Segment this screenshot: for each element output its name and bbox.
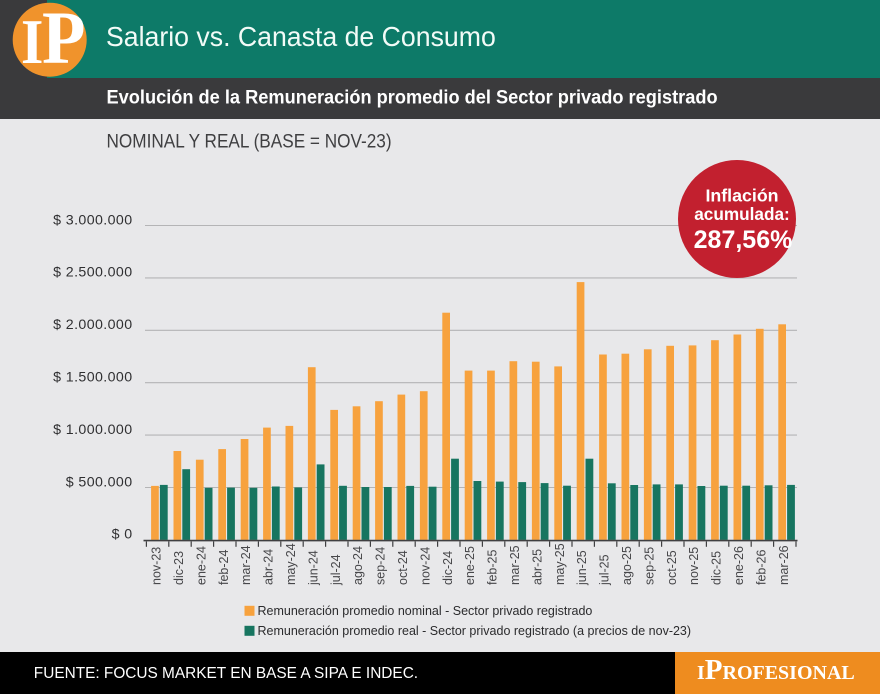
svg-text:mar-25: mar-25 [508, 545, 522, 585]
svg-text:may-24: may-24 [284, 543, 298, 585]
svg-text:$ 1.000.000: $ 1.000.000 [53, 422, 132, 438]
svg-text:iProfesional: iProfesional [697, 654, 855, 686]
svg-text:dic-25: dic-25 [710, 551, 724, 585]
svg-text:ago-25: ago-25 [620, 546, 634, 585]
svg-text:Remuneración promedio nominal: Remuneración promedio nominal - Sector p… [258, 604, 593, 618]
svg-text:P: P [42, 0, 86, 80]
svg-text:dic-24: dic-24 [441, 551, 455, 585]
svg-text:$ 2.000.000: $ 2.000.000 [53, 317, 132, 333]
svg-text:Salario vs. Canasta de Consumo: Salario vs. Canasta de Consumo [106, 20, 496, 52]
svg-text:may-25: may-25 [553, 543, 567, 585]
svg-text:sep-24: sep-24 [374, 547, 388, 585]
svg-text:$ 500.000: $ 500.000 [66, 474, 133, 490]
svg-text:mar-24: mar-24 [239, 545, 253, 585]
svg-text:$ 2.500.000: $ 2.500.000 [53, 265, 132, 281]
svg-text:feb-25: feb-25 [486, 550, 500, 585]
svg-text:ago-24: ago-24 [351, 546, 365, 585]
svg-text:abr-25: abr-25 [530, 549, 544, 585]
svg-text:nov-25: nov-25 [687, 547, 701, 585]
svg-text:nov-23: nov-23 [150, 547, 164, 585]
svg-text:dic-23: dic-23 [172, 551, 186, 585]
svg-text:oct-24: oct-24 [396, 550, 410, 585]
svg-text:jun-24: jun-24 [306, 550, 320, 586]
svg-text:Inflación: Inflación [705, 185, 778, 205]
svg-text:Evolución de la Remuneración p: Evolución de la Remuneración promedio de… [107, 87, 718, 109]
svg-text:Remuneración promedio real - S: Remuneración promedio real - Sector priv… [258, 624, 692, 638]
svg-text:feb-24: feb-24 [217, 550, 231, 585]
svg-text:NOMINAL Y REAL (BASE = NOV-23): NOMINAL Y REAL (BASE = NOV-23) [107, 131, 392, 152]
svg-text:feb-26: feb-26 [754, 550, 768, 585]
svg-text:I: I [21, 7, 43, 77]
svg-text:jul-24: jul-24 [329, 554, 343, 586]
svg-text:$ 1.500.000: $ 1.500.000 [53, 370, 132, 386]
svg-text:jul-25: jul-25 [598, 554, 612, 586]
svg-text:jun-25: jun-25 [575, 550, 589, 586]
svg-text:FUENTE: FOCUS MARKET EN BASE A: FUENTE: FOCUS MARKET EN BASE A SIPA E IN… [34, 665, 418, 682]
svg-text:acumulada:: acumulada: [694, 204, 790, 224]
svg-text:nov-24: nov-24 [418, 547, 432, 585]
svg-text:$ 0: $ 0 [112, 527, 133, 543]
svg-text:287,56%: 287,56% [694, 226, 793, 254]
svg-text:ene-25: ene-25 [463, 546, 477, 585]
svg-text:sep-25: sep-25 [642, 547, 656, 585]
svg-text:oct-25: oct-25 [665, 550, 679, 585]
svg-text:ene-26: ene-26 [732, 546, 746, 585]
svg-text:$ 3.000.000: $ 3.000.000 [53, 212, 132, 228]
svg-text:ene-24: ene-24 [194, 546, 208, 585]
svg-text:mar-26: mar-26 [777, 545, 791, 585]
svg-text:abr-24: abr-24 [262, 549, 276, 585]
